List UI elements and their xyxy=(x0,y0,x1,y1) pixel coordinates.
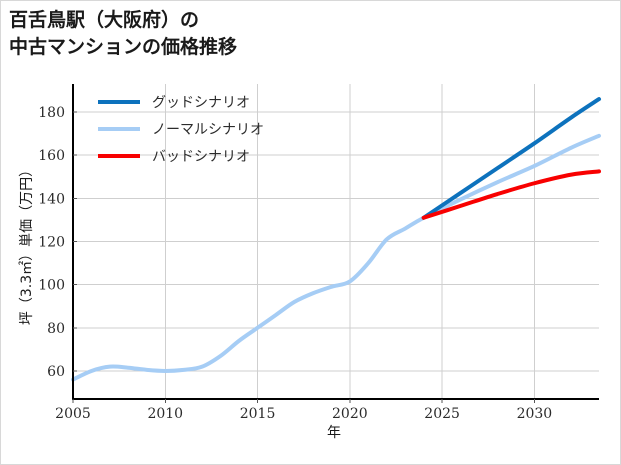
y-axis-ticks: 60 80 100 120 140 160 180 xyxy=(38,105,77,380)
x-gridlines xyxy=(164,84,535,399)
y-axis-title: 坪（3.3㎡）単価（万円） xyxy=(19,163,35,325)
y-tick-label: 180 xyxy=(38,105,65,121)
x-axis-ticks: 2005 2010 2015 2020 2025 2030 xyxy=(55,399,552,422)
y-tick-label: 120 xyxy=(38,235,65,251)
x-axis-title: 年 xyxy=(327,425,341,441)
y-tick-label: 140 xyxy=(38,191,65,207)
x-tick-label: 2015 xyxy=(240,406,276,422)
y-tick-label: 100 xyxy=(38,278,65,294)
y-tick-label: 160 xyxy=(38,148,65,164)
page-title: 百舌鳥駅（大阪府）の 中古マンションの価格推移 xyxy=(9,7,609,61)
x-tick-label: 2010 xyxy=(147,406,183,422)
legend-label-3: バッドシナリオ xyxy=(152,149,250,165)
x-tick-label: 2025 xyxy=(424,406,460,422)
series-line xyxy=(421,169,601,220)
series-line xyxy=(421,97,601,220)
legend-label-1: グッドシナリオ xyxy=(152,95,250,111)
y-gridlines xyxy=(73,111,599,372)
chart-title-text: 百舌鳥駅（大阪府）の 中古マンションの価格推移 xyxy=(9,9,238,58)
y-tick-label: 80 xyxy=(47,321,65,337)
y-tick-label: 60 xyxy=(47,364,65,380)
legend-label-2: ノーマルシナリオ xyxy=(152,122,264,138)
series-line xyxy=(71,133,601,382)
x-tick-label: 2005 xyxy=(55,406,91,422)
x-tick-label: 2030 xyxy=(517,406,553,422)
x-tick-label: 2020 xyxy=(332,406,368,422)
series-lines xyxy=(71,97,601,382)
